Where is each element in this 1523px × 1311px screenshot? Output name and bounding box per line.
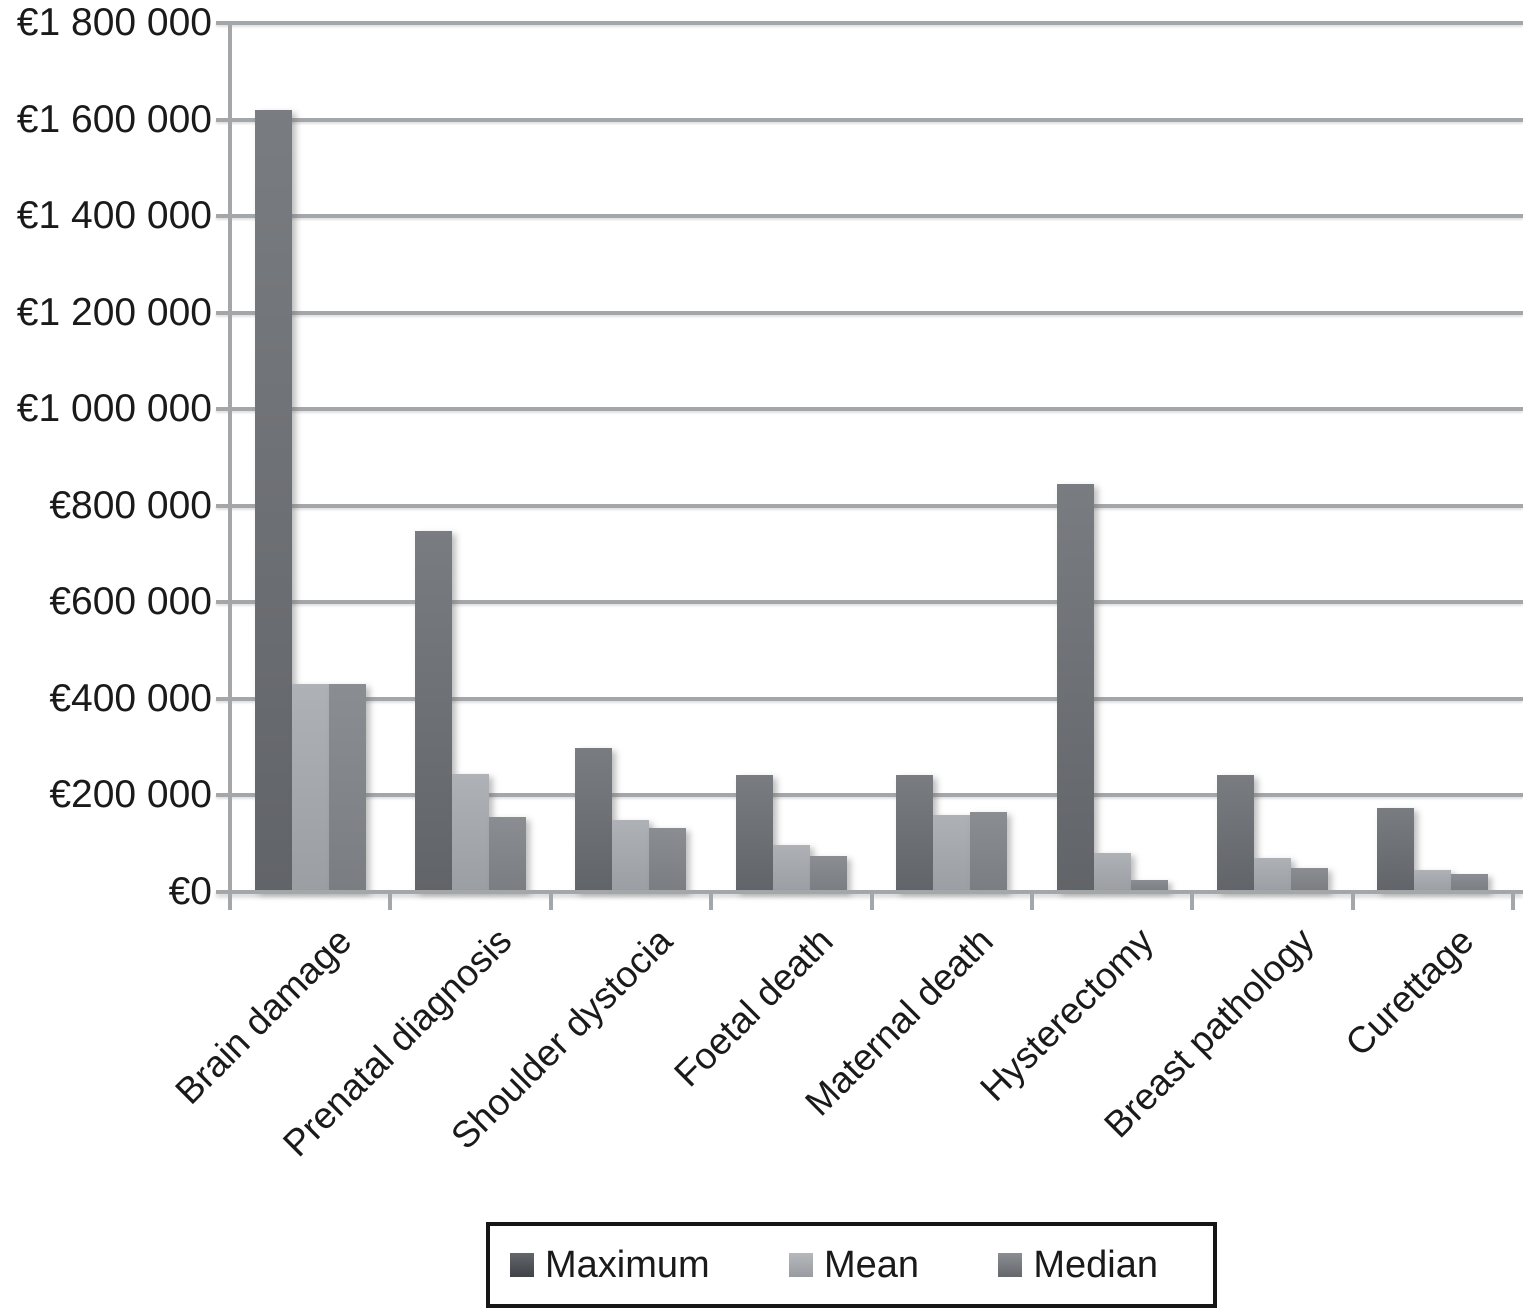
x-tick [1350,890,1355,910]
bar-maximum-shoulder-dystocia [575,748,612,892]
bar-median-brain-damage [329,684,366,892]
bar-maximum-prenatal-diagnosis [415,531,452,892]
bar-mean-brain-damage [292,684,329,892]
y-tick-label: €400 000 [49,676,212,720]
x-tick [548,890,553,910]
gridline [216,600,1523,605]
y-tick-label: €0 [168,870,212,913]
bar-maximum-maternal-death [896,775,933,892]
y-tick-label: €1 800 000 [16,1,212,44]
x-tick [709,890,714,910]
y-axis-line [228,21,232,908]
y-tick-label: €1 000 000 [16,387,212,431]
bar-median-hysterectomy [1131,880,1168,892]
bar-median-prenatal-diagnosis [489,817,526,892]
bar-maximum-breast-pathology [1217,775,1254,892]
gridline [216,696,1523,701]
bar-median-shoulder-dystocia [649,828,686,892]
gridline [216,21,1523,25]
legend-key-maximum-icon [510,1253,534,1277]
x-tick [1511,890,1515,910]
y-tick-label: €1 600 000 [16,97,212,141]
bar-maximum-brain-damage [255,110,292,892]
chart-legend: Maximum Mean Median [486,1222,1217,1308]
x-tick [1029,890,1034,910]
gridline [216,503,1523,508]
gridline [216,407,1523,412]
bar-mean-prenatal-diagnosis [452,774,489,892]
legend-key-mean-icon [788,1253,813,1277]
legend-item-mean: Mean [788,1243,920,1287]
bar-median-foetal-death [810,856,847,892]
bar-mean-breast-pathology [1254,858,1291,892]
x-tick [869,890,874,910]
legend-key-median-icon [998,1253,1023,1277]
bar-mean-shoulder-dystocia [612,820,649,892]
gridline [216,310,1523,315]
y-tick-label: €200 000 [49,773,212,817]
bar-mean-maternal-death [933,815,970,892]
legend-item-maximum: Maximum [510,1244,710,1287]
bar-maximum-hysterectomy [1057,484,1094,892]
x-tick [388,890,393,910]
x-category-label: Curettage [1337,920,1482,1064]
x-tick [228,890,232,910]
y-tick-label: €600 000 [49,580,212,624]
bar-maximum-foetal-death [736,775,773,892]
bar-median-breast-pathology [1291,868,1328,892]
gridline [216,117,1523,122]
y-tick-label: €1 400 000 [16,194,212,238]
gridline [216,793,1523,798]
bar-median-curettage [1451,874,1488,892]
x-tick [1190,890,1195,910]
bar-median-maternal-death [970,812,1007,892]
legend-label-maximum: Maximum [545,1243,710,1286]
legend-label-median: Median [1033,1243,1158,1286]
legend-label-mean: Mean [823,1243,920,1286]
y-tick-label: €800 000 [49,483,212,527]
bar-maximum-curettage [1377,808,1414,892]
bar-mean-foetal-death [773,845,810,892]
bar-mean-curettage [1414,870,1451,892]
bar-mean-hysterectomy [1094,853,1131,892]
legend-item-median: Median [998,1244,1158,1287]
gridline [216,214,1523,219]
x-category-label: Foetal death [665,920,841,1095]
y-tick-label: €1 200 000 [16,290,212,334]
